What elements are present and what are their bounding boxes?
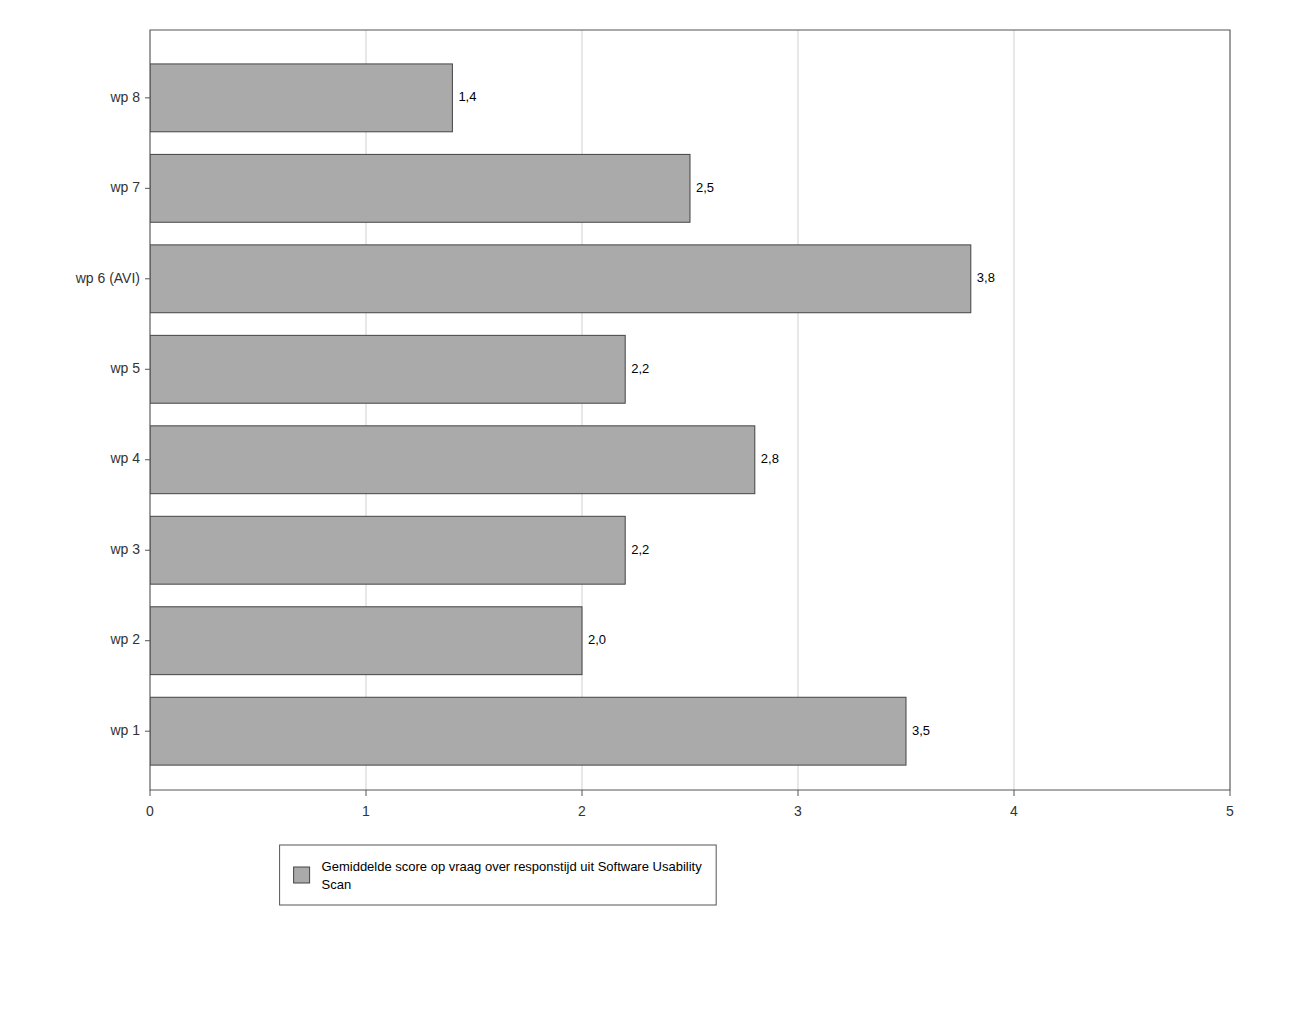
category-label: wp 8 [109, 89, 140, 105]
tick-mark [145, 369, 150, 370]
legend-swatch [294, 867, 310, 883]
tick-label: 0 [146, 803, 154, 819]
tick-mark [150, 790, 151, 796]
tick-mark [145, 278, 150, 279]
grid-line [798, 30, 799, 790]
tick-label: 1 [362, 803, 370, 819]
data-label: 2,8 [761, 451, 779, 466]
grid-line [1014, 30, 1015, 790]
tick-label: 3 [794, 803, 802, 819]
tick-mark [1230, 790, 1231, 796]
data-labels: 3,5 2,0 2,2 2,8 2,2 3,8 2,5 1,4 [458, 89, 994, 737]
grid-line [582, 30, 583, 790]
data-label: 3,5 [912, 723, 930, 738]
data-label: 2,0 [588, 632, 606, 647]
plot-background [150, 30, 1230, 790]
bar [150, 245, 971, 313]
tick-mark [145, 550, 150, 551]
bar [150, 154, 690, 222]
legend: Gemiddelde score op vraag over responsti… [280, 845, 717, 905]
data-label: 3,8 [977, 270, 995, 285]
y-axis: wp 1 wp 2 wp 3 wp 4 wp 5 wp 6 (AVI) wp 7 wp 8 [75, 89, 150, 738]
chart: 0123453,52,02,22,82,23,82,51,4wp 1wp 2wp… [0, 0, 1301, 1019]
category-label: wp 5 [109, 360, 140, 376]
tick-mark [145, 731, 150, 732]
x-axis: 0 1 2 3 4 5 [146, 790, 1234, 819]
bar [150, 335, 625, 403]
data-label: 1,4 [458, 89, 476, 104]
data-label: 2,5 [696, 180, 714, 195]
category-label: wp 1 [109, 722, 140, 738]
tick-mark [582, 790, 583, 796]
bar [150, 426, 755, 494]
tick-label: 4 [1010, 803, 1018, 819]
bar [150, 697, 906, 765]
tick-mark [145, 640, 150, 641]
category-label: wp 7 [109, 179, 140, 195]
tick-mark [366, 790, 367, 796]
tick-mark [145, 188, 150, 189]
category-label: wp 6 (AVI) [75, 270, 140, 286]
bar [150, 64, 452, 132]
bar [150, 607, 582, 675]
tick-label: 2 [578, 803, 586, 819]
tick-label: 5 [1226, 803, 1234, 819]
legend-frame [280, 845, 717, 905]
bar [150, 516, 625, 584]
tick-mark [798, 790, 799, 796]
category-label: wp 3 [109, 541, 140, 557]
category-label: wp 2 [109, 631, 140, 647]
data-label: 2,2 [631, 542, 649, 557]
grid-line [366, 30, 367, 790]
bars [150, 64, 971, 765]
plot-frame [150, 30, 1230, 790]
tick-mark [145, 459, 150, 460]
grid [150, 30, 1230, 790]
data-label: 2,2 [631, 361, 649, 376]
tick-mark [145, 97, 150, 98]
tick-mark [1014, 790, 1015, 796]
legend-label: Gemiddelde score op vraag over responsti… [322, 859, 703, 892]
category-label: wp 4 [109, 450, 140, 466]
chart-container: 0123453,52,02,22,82,23,82,51,4wp 1wp 2wp… [0, 0, 1301, 1019]
